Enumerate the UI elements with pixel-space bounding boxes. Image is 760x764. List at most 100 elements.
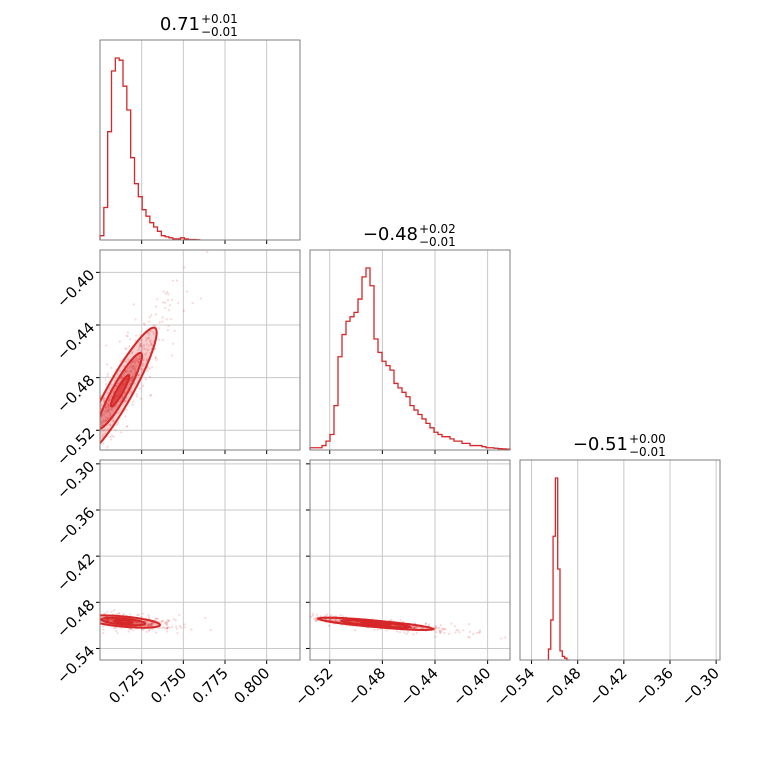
sample-point	[139, 350, 143, 353]
sample-point	[166, 291, 169, 294]
sample-point	[126, 366, 130, 370]
sample-point	[87, 363, 89, 365]
sample-point	[134, 361, 137, 364]
sample-point	[114, 384, 118, 388]
x-tick-label: −0.48	[344, 664, 389, 709]
sample-point	[161, 338, 164, 342]
sample-point	[332, 619, 335, 622]
sample-point	[124, 415, 127, 418]
sample-point	[158, 327, 161, 330]
sample-point	[151, 622, 154, 625]
sample-point	[146, 622, 149, 625]
sample-point	[434, 627, 437, 630]
sample-point	[278, 611, 280, 613]
sample-point	[168, 626, 171, 629]
sample-point	[410, 625, 414, 629]
sample-point	[96, 451, 98, 453]
sample-point	[93, 424, 95, 426]
sample-point	[149, 623, 152, 626]
sample-point	[376, 628, 379, 631]
sample-point	[358, 621, 361, 624]
sample-point	[120, 376, 123, 379]
sample-point	[468, 630, 472, 633]
sample-point	[149, 343, 153, 346]
sample-point	[138, 387, 142, 390]
sample-point	[167, 324, 170, 328]
sample-point	[147, 344, 150, 347]
sample-point	[149, 394, 152, 397]
sample-point	[110, 383, 113, 386]
sample-point	[107, 619, 110, 622]
y-tick-label: −0.52	[53, 424, 98, 469]
title-p2: −0.51 +0.00 −0.01	[573, 432, 666, 459]
sample-point	[276, 618, 278, 620]
sample-point	[412, 626, 415, 629]
contours	[316, 616, 435, 631]
sample-point	[148, 629, 151, 632]
sample-point	[134, 318, 137, 321]
sample-point	[66, 472, 68, 474]
sample-point	[94, 618, 96, 620]
sample-point	[146, 621, 149, 624]
sample-point	[130, 376, 134, 379]
sample-point	[133, 367, 136, 370]
sample-point	[138, 344, 142, 348]
sample-point	[106, 375, 109, 378]
sample-point	[132, 303, 135, 306]
sample-point	[120, 627, 123, 630]
sample-point	[123, 365, 126, 368]
sample-point	[129, 366, 132, 370]
sample-point	[415, 631, 418, 634]
sample-point	[123, 371, 126, 374]
sample-point	[136, 613, 139, 617]
sample-point	[129, 627, 133, 631]
sample-point	[204, 616, 207, 620]
sample-point	[177, 301, 180, 305]
sample-point	[116, 372, 119, 375]
sample-point	[206, 250, 209, 254]
sample-point	[120, 376, 123, 379]
sample-point	[147, 614, 150, 617]
sample-point	[146, 348, 149, 351]
sample-point	[166, 623, 169, 627]
sample-point	[105, 451, 107, 453]
sample-point	[190, 628, 193, 631]
sample-point	[125, 370, 128, 374]
contours	[100, 614, 162, 629]
sample-point	[96, 414, 98, 416]
sample-point	[137, 360, 140, 363]
axes-frame	[99, 249, 301, 451]
sample-point	[455, 629, 458, 632]
sample-point	[134, 358, 138, 362]
sample-point	[90, 425, 92, 427]
sample-point	[124, 391, 127, 394]
sample-point	[96, 404, 98, 406]
sample-point	[94, 618, 96, 620]
sample-point	[148, 336, 151, 339]
y-tick-label: −0.48	[53, 371, 98, 416]
panel-scatter-p0-p2	[90, 459, 301, 664]
sample-point	[56, 481, 58, 483]
sample-point	[161, 320, 164, 323]
sample-point	[87, 450, 89, 452]
sample-point	[147, 623, 151, 626]
sample-point	[150, 342, 153, 345]
sample-point	[107, 409, 110, 412]
sample-point	[57, 469, 59, 471]
sample-point	[130, 370, 133, 373]
sample-point	[373, 628, 376, 631]
sample-point	[129, 362, 132, 365]
sample-point	[122, 613, 125, 616]
sample-point	[90, 620, 92, 622]
sample-point	[129, 613, 132, 616]
sample-point	[329, 618, 332, 622]
sample-point	[139, 334, 142, 337]
sample-point	[131, 368, 135, 371]
sample-point	[127, 371, 130, 374]
sample-point	[301, 618, 303, 620]
sample-point	[468, 636, 471, 639]
sample-point	[88, 423, 90, 425]
sample-point	[147, 624, 150, 627]
sample-point	[435, 631, 438, 634]
sample-point	[313, 617, 316, 621]
